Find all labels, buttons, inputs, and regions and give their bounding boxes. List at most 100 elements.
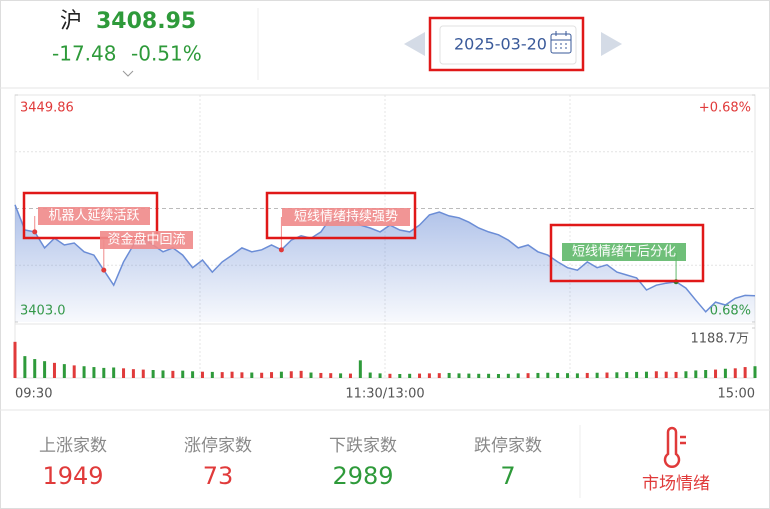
volume-bar bbox=[23, 356, 27, 378]
chart: 3449.863403.0+0.68%0.68%机器人延续活跃资金盘中回流短线情… bbox=[13, 94, 757, 402]
volume-bar bbox=[664, 371, 668, 378]
calendar-icon[interactable] bbox=[550, 31, 572, 54]
y-tick-label: 3449.86 bbox=[20, 101, 74, 116]
volume-bar bbox=[191, 371, 195, 378]
stat-label: 跌停家数 bbox=[474, 436, 542, 456]
volume-bar bbox=[171, 370, 175, 378]
volume-bar bbox=[506, 373, 510, 378]
volume-bar bbox=[112, 367, 116, 378]
annotation-dot bbox=[101, 267, 107, 273]
volume-bar bbox=[141, 369, 145, 378]
price-area bbox=[15, 204, 755, 322]
volume-bar bbox=[437, 373, 441, 378]
volume-bar bbox=[615, 372, 619, 378]
volume-bar bbox=[585, 372, 589, 378]
volume-bar bbox=[92, 367, 96, 378]
annotation-box bbox=[100, 231, 193, 249]
volume-bar bbox=[556, 372, 560, 378]
annotation-dot bbox=[278, 247, 284, 253]
market: 沪 bbox=[60, 9, 82, 34]
volume-bar bbox=[122, 368, 126, 378]
volume-bar bbox=[704, 370, 708, 378]
volume-bar bbox=[250, 372, 254, 378]
annotation: 短线情绪持续强势 bbox=[294, 209, 398, 225]
volume-bar bbox=[279, 371, 283, 378]
volume-tick-label: 1188.7万 bbox=[691, 332, 750, 347]
volume-bar bbox=[467, 373, 471, 378]
volume-bar bbox=[348, 373, 352, 378]
volume-bar bbox=[319, 372, 323, 378]
volume-bar bbox=[595, 372, 599, 378]
price: 3408.95 bbox=[96, 9, 196, 34]
volume-bar bbox=[743, 367, 747, 378]
x-tick-label: 11:30/13:00 bbox=[345, 387, 424, 402]
volume-bar bbox=[339, 373, 343, 378]
stats: 上涨家数 1949 涨停家数 73 下跌家数 2989 跌停家数 7 bbox=[39, 436, 542, 490]
volume-bar bbox=[329, 373, 333, 378]
volume-bar bbox=[753, 366, 757, 378]
volume-bar bbox=[82, 366, 86, 378]
volume-bar bbox=[654, 371, 658, 378]
volume-bar bbox=[230, 371, 234, 378]
stat-label: 上涨家数 bbox=[39, 436, 107, 456]
volume-bar bbox=[102, 367, 106, 378]
highlight-box bbox=[22, 191, 159, 240]
volume-bar bbox=[408, 373, 412, 378]
volume-bar bbox=[723, 368, 727, 378]
volume-bar bbox=[694, 370, 698, 378]
date-picker[interactable] bbox=[439, 25, 577, 65]
volume-bar bbox=[289, 371, 293, 378]
volume-bar bbox=[477, 373, 481, 378]
stat-value: 73 bbox=[203, 462, 234, 490]
volume-bar bbox=[427, 373, 431, 378]
highlight-box bbox=[428, 16, 585, 72]
volume-bar bbox=[240, 372, 244, 378]
expand-chevron[interactable] bbox=[122, 70, 134, 77]
sentiment[interactable]: 市场情绪 bbox=[642, 474, 710, 494]
stat-value: 7 bbox=[500, 462, 515, 490]
change: -17.48 bbox=[52, 42, 116, 66]
x-tick-label: 09:30 bbox=[15, 387, 52, 402]
volume-bar bbox=[487, 373, 491, 378]
volume-bar bbox=[536, 372, 540, 378]
volume-bar bbox=[13, 341, 17, 378]
y2-tick-label: +0.68% bbox=[699, 101, 751, 116]
prev-day[interactable] bbox=[404, 32, 425, 56]
volume-bar bbox=[270, 372, 274, 378]
volume-bar bbox=[575, 373, 579, 378]
volume-bar bbox=[72, 365, 76, 378]
volume-bar bbox=[151, 370, 155, 378]
volume-bar bbox=[447, 372, 451, 378]
next-day[interactable] bbox=[601, 32, 622, 56]
volume-bar bbox=[733, 368, 737, 378]
change-pct: -0.51% bbox=[131, 42, 202, 66]
volume-bar bbox=[309, 372, 313, 378]
volume-bar bbox=[625, 372, 629, 378]
volume-bar bbox=[52, 362, 56, 378]
volume-bar bbox=[200, 371, 204, 378]
stat-value: 2989 bbox=[332, 462, 393, 490]
volume-bar bbox=[388, 373, 392, 378]
volume-bar bbox=[181, 370, 185, 378]
volume-bar bbox=[398, 374, 402, 378]
volume-bar bbox=[161, 370, 165, 378]
annotation-box bbox=[282, 208, 410, 226]
stat-label: 下跌家数 bbox=[329, 436, 397, 456]
volume-bar bbox=[210, 371, 214, 378]
volume-bar bbox=[418, 373, 422, 378]
annotation-box bbox=[562, 243, 686, 261]
volume-bar bbox=[220, 372, 224, 378]
x-tick-label: 15:00 bbox=[718, 387, 755, 402]
volume-bar bbox=[635, 371, 639, 378]
annotation: 机器人延续活跃 bbox=[48, 209, 139, 224]
volume-bar bbox=[33, 359, 37, 378]
stat-label: 涨停家数 bbox=[184, 436, 252, 456]
sentiment-icon[interactable] bbox=[663, 426, 686, 468]
annotation-dot bbox=[32, 229, 38, 235]
volume-bar bbox=[378, 373, 382, 378]
annotation-box bbox=[38, 207, 150, 225]
volume-bar bbox=[714, 369, 718, 378]
volume-bar bbox=[566, 373, 570, 378]
volume-bar bbox=[131, 369, 135, 378]
